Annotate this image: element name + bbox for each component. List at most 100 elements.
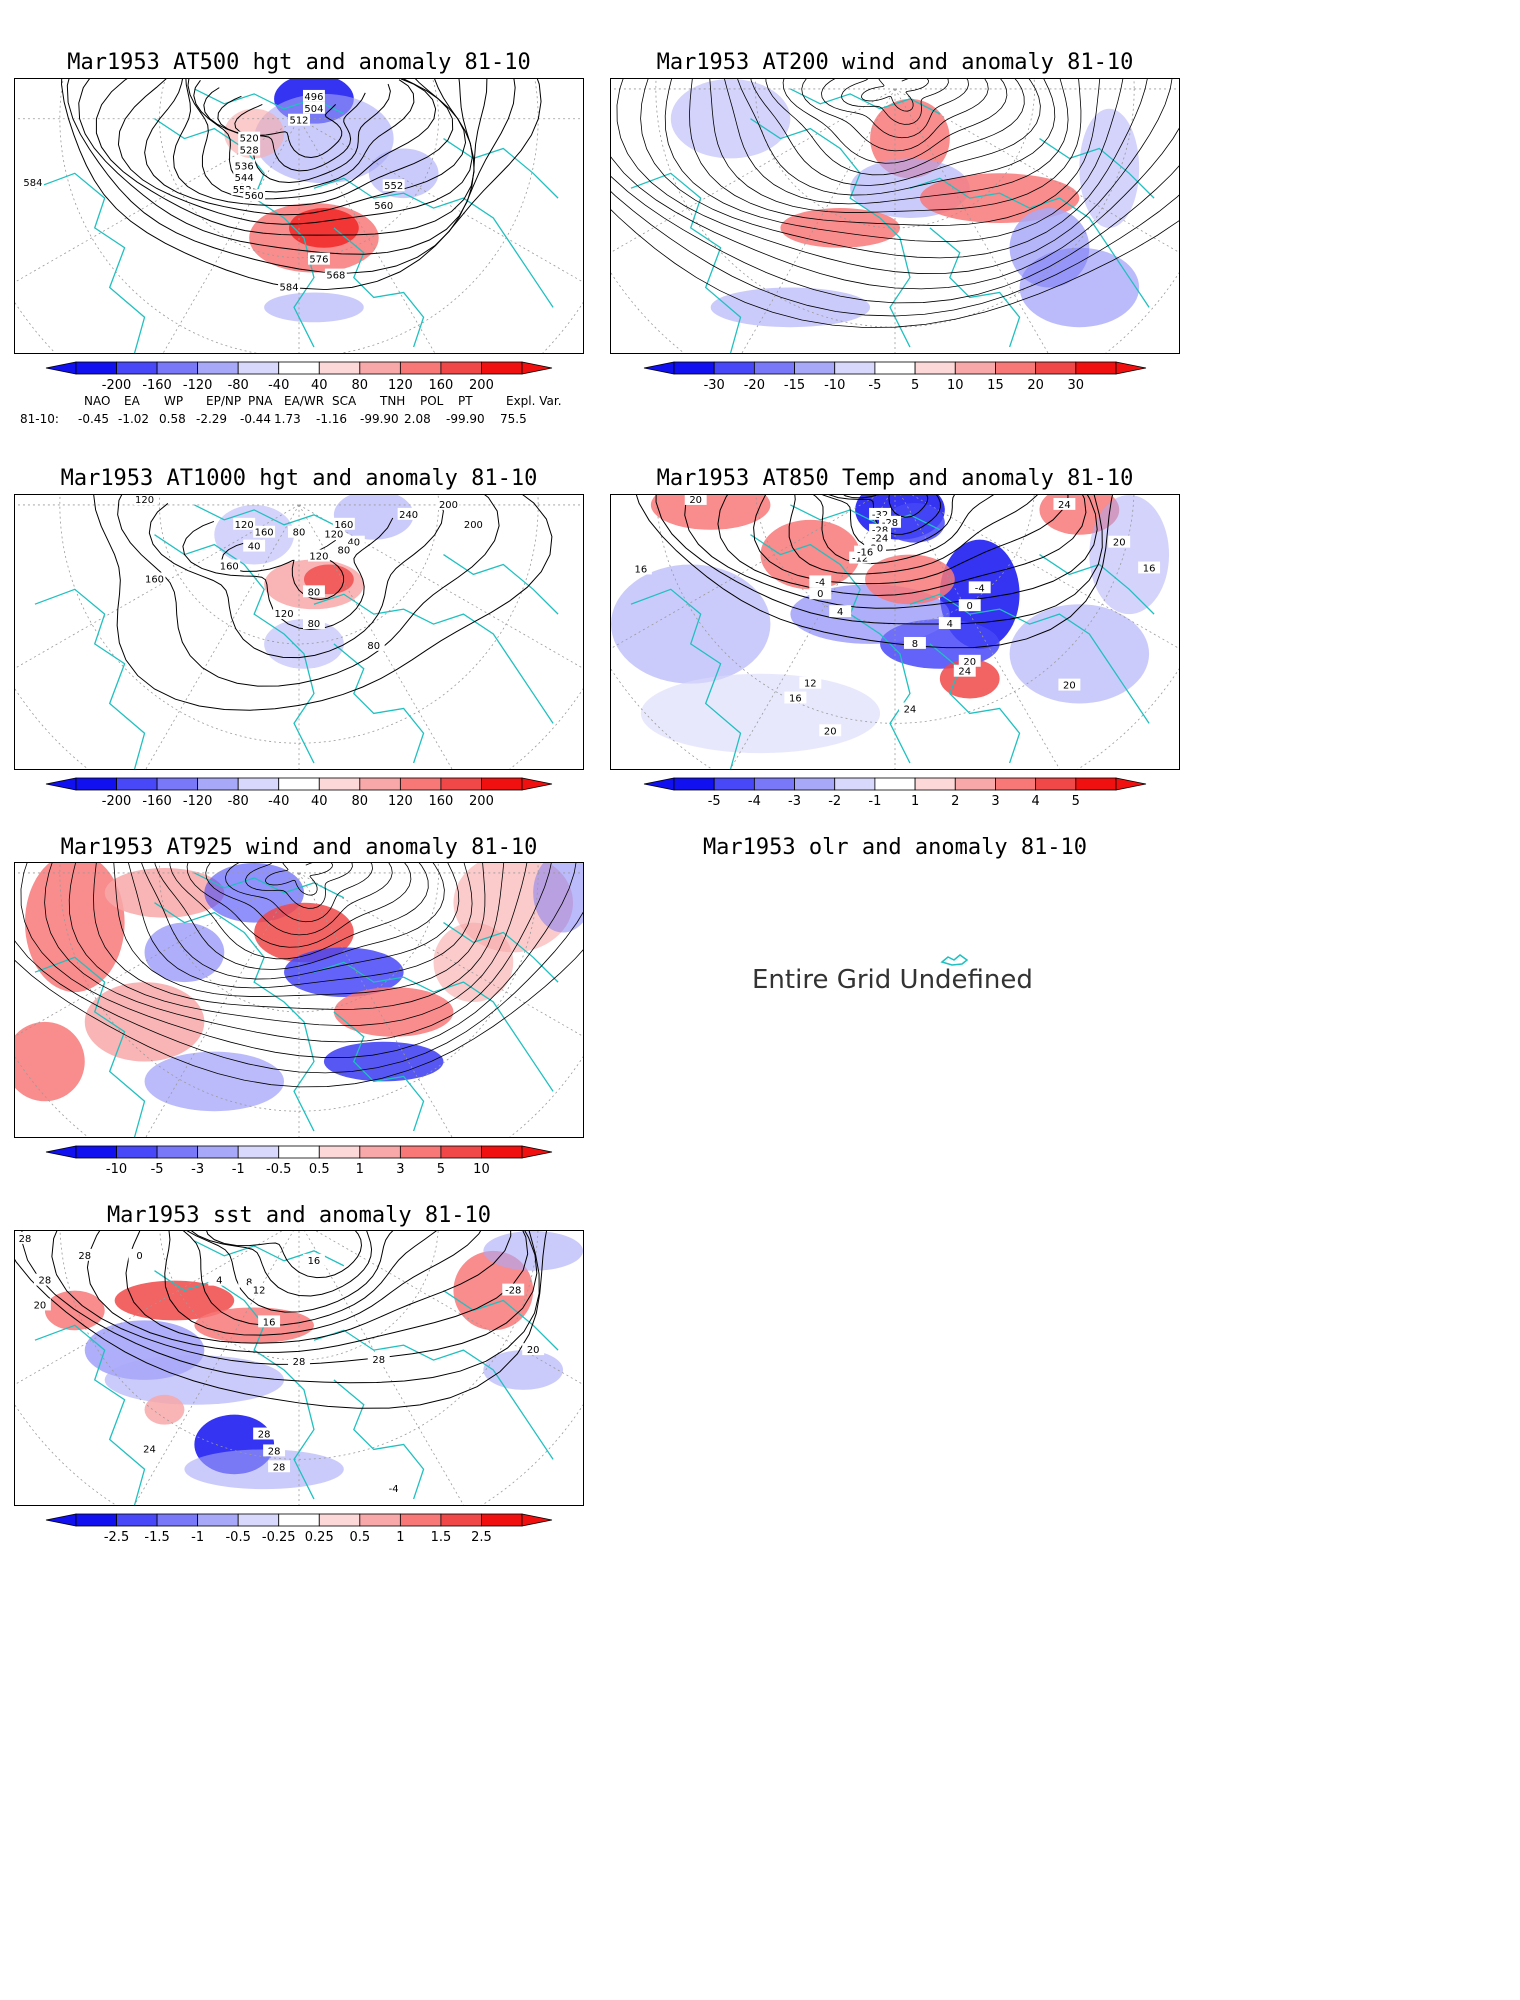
- contour-label: 80: [338, 546, 351, 557]
- contour-label-bg: [332, 517, 355, 530]
- map-canvas: [15, 863, 583, 1137]
- contour-line: [206, 1231, 362, 1279]
- contour-label: 80: [308, 587, 321, 598]
- colorbar-swatch: [481, 777, 523, 791]
- colorbar-tick-label: -15: [784, 378, 805, 393]
- map-canvas: 20242016-32-28-28-24-20-12-16-404-404812…: [611, 495, 1179, 769]
- colorbar-swatch: [794, 777, 836, 791]
- map-canvas: [611, 79, 1179, 353]
- contour-label: 20: [1113, 538, 1126, 549]
- contour-label-bg: [268, 1460, 291, 1473]
- colorbar-swatch: [1075, 361, 1117, 375]
- contour-label-bg: [208, 1273, 231, 1286]
- contour-label: 28: [293, 1357, 306, 1368]
- contour-label: 40: [248, 542, 261, 553]
- colorbar-tick-label: -3: [788, 794, 801, 809]
- colorbar-swatch: [1075, 777, 1117, 791]
- map-frame: 28 28 28 20 0 4 8 12 16 16 28 28 -28 20 24 28 28 28 -4: [14, 1230, 584, 1506]
- anomaly-shading: [640, 673, 881, 754]
- colorbar-tick-label: 1.5: [431, 1530, 452, 1545]
- coastline: [154, 902, 315, 1132]
- colorbar-min-arrow: [45, 1145, 77, 1159]
- teleconnection-table: NAO EA WP EP/NP PNA EA/WR SCA TNH POL PT Expl. Var…: [14, 394, 594, 428]
- colorbar-swatch: [116, 1145, 158, 1159]
- contour-line: [203, 83, 391, 184]
- teleconnection-value: -0.45: [78, 412, 110, 426]
- meridian-line: [15, 872, 300, 1037]
- colorbar-swatch: [75, 361, 117, 375]
- contour-label: 552: [384, 181, 403, 192]
- anomaly-shading: [84, 982, 205, 1062]
- teleconnection-value: -0.44: [240, 412, 272, 426]
- colorbar-swatch: [156, 1145, 199, 1159]
- contour-label: 584: [23, 178, 42, 189]
- colorbar-tick-label: -80: [228, 378, 249, 393]
- colorbar-swatch: [713, 777, 755, 791]
- contour-line: [190, 1231, 373, 1297]
- streamline: [68, 863, 528, 1026]
- meridian-line: [15, 504, 300, 669]
- contour-label-bg: [382, 179, 405, 192]
- contour-line: [93, 495, 553, 711]
- contour-label-bg: [128, 1248, 151, 1261]
- colorbar-swatch: [914, 361, 956, 375]
- contour-label-bg: [238, 143, 261, 156]
- colorbar-swatch: [399, 777, 442, 791]
- anomaly-shading: [144, 922, 225, 983]
- contour-label: -28: [505, 1286, 521, 1297]
- colorbar-swatch: [318, 777, 361, 791]
- contour-label: 4: [837, 607, 843, 618]
- anomaly-shading: [333, 987, 454, 1037]
- anomaly-shading: [533, 863, 583, 933]
- meridian-line: [729, 495, 890, 769]
- streamline: [225, 863, 373, 923]
- map-frame: 120 120 160 80 40 160 120 40 80 120 160 240 200 200 16…: [14, 494, 584, 770]
- contour-label: 576: [309, 255, 328, 266]
- teleconnection-value: 2.08: [404, 412, 431, 426]
- colorbar-tick-label: 3: [991, 794, 999, 809]
- contour-label-bg: [302, 89, 325, 102]
- contour-line: [812, 495, 995, 565]
- contour-label: 20: [689, 495, 702, 506]
- colorbar-swatch: [75, 1513, 117, 1527]
- contour-label-bg: [324, 268, 347, 281]
- coastline: [909, 593, 1150, 724]
- colorbar-swatch: [995, 361, 1037, 375]
- teleconnection-header: EA/WR: [284, 394, 325, 408]
- contour-label-bg: [263, 1444, 286, 1457]
- streamline: [169, 863, 429, 960]
- contour-label-bg: [243, 539, 266, 552]
- coastline: [630, 172, 742, 353]
- colorbar-swatch: [1035, 777, 1077, 791]
- colorbar-tick-label: 1: [911, 794, 919, 809]
- colorbar-tick-label: -160: [142, 378, 172, 393]
- contour-label: 544: [235, 173, 254, 184]
- contour-line: [186, 1231, 394, 1313]
- colorbar-swatch: [359, 1513, 401, 1527]
- contour-label-bg: [849, 551, 872, 564]
- contour-label: -12: [852, 554, 868, 565]
- colorbar-swatch: [116, 777, 158, 791]
- coastline: [630, 588, 742, 769]
- colorbar-tick-label: 160: [428, 378, 453, 393]
- coastline-fragment: [940, 954, 969, 966]
- coastline: [929, 227, 1021, 348]
- contour-line: [172, 79, 454, 207]
- contour-label: 584: [280, 282, 299, 293]
- contour-label-bg: [322, 527, 345, 540]
- contour-label: -24: [872, 534, 888, 545]
- contour-label-bg: [33, 1273, 56, 1286]
- colorbar-tick-label: 15: [987, 378, 1004, 393]
- teleconnection-header: NAO: [84, 394, 111, 408]
- contour-label: 160: [334, 520, 353, 531]
- colorbar-tick-label: -0.25: [262, 1530, 296, 1545]
- colorbar: -2.5 -1.5 -1 -0.5 -0.25 0.25 0.5 1 1.5 2.5: [45, 1510, 553, 1554]
- colorbar-tick-label: -10: [106, 1162, 127, 1177]
- colorbar-tick-label: -1: [232, 1162, 245, 1177]
- colorbar-tick-label: -200: [102, 794, 132, 809]
- anomaly-shading: [254, 902, 354, 963]
- contour-label-bg: [372, 199, 395, 212]
- meridian-line: [900, 495, 1061, 769]
- streamline: [611, 191, 1179, 317]
- colorbar-tick-label: 30: [1068, 378, 1085, 393]
